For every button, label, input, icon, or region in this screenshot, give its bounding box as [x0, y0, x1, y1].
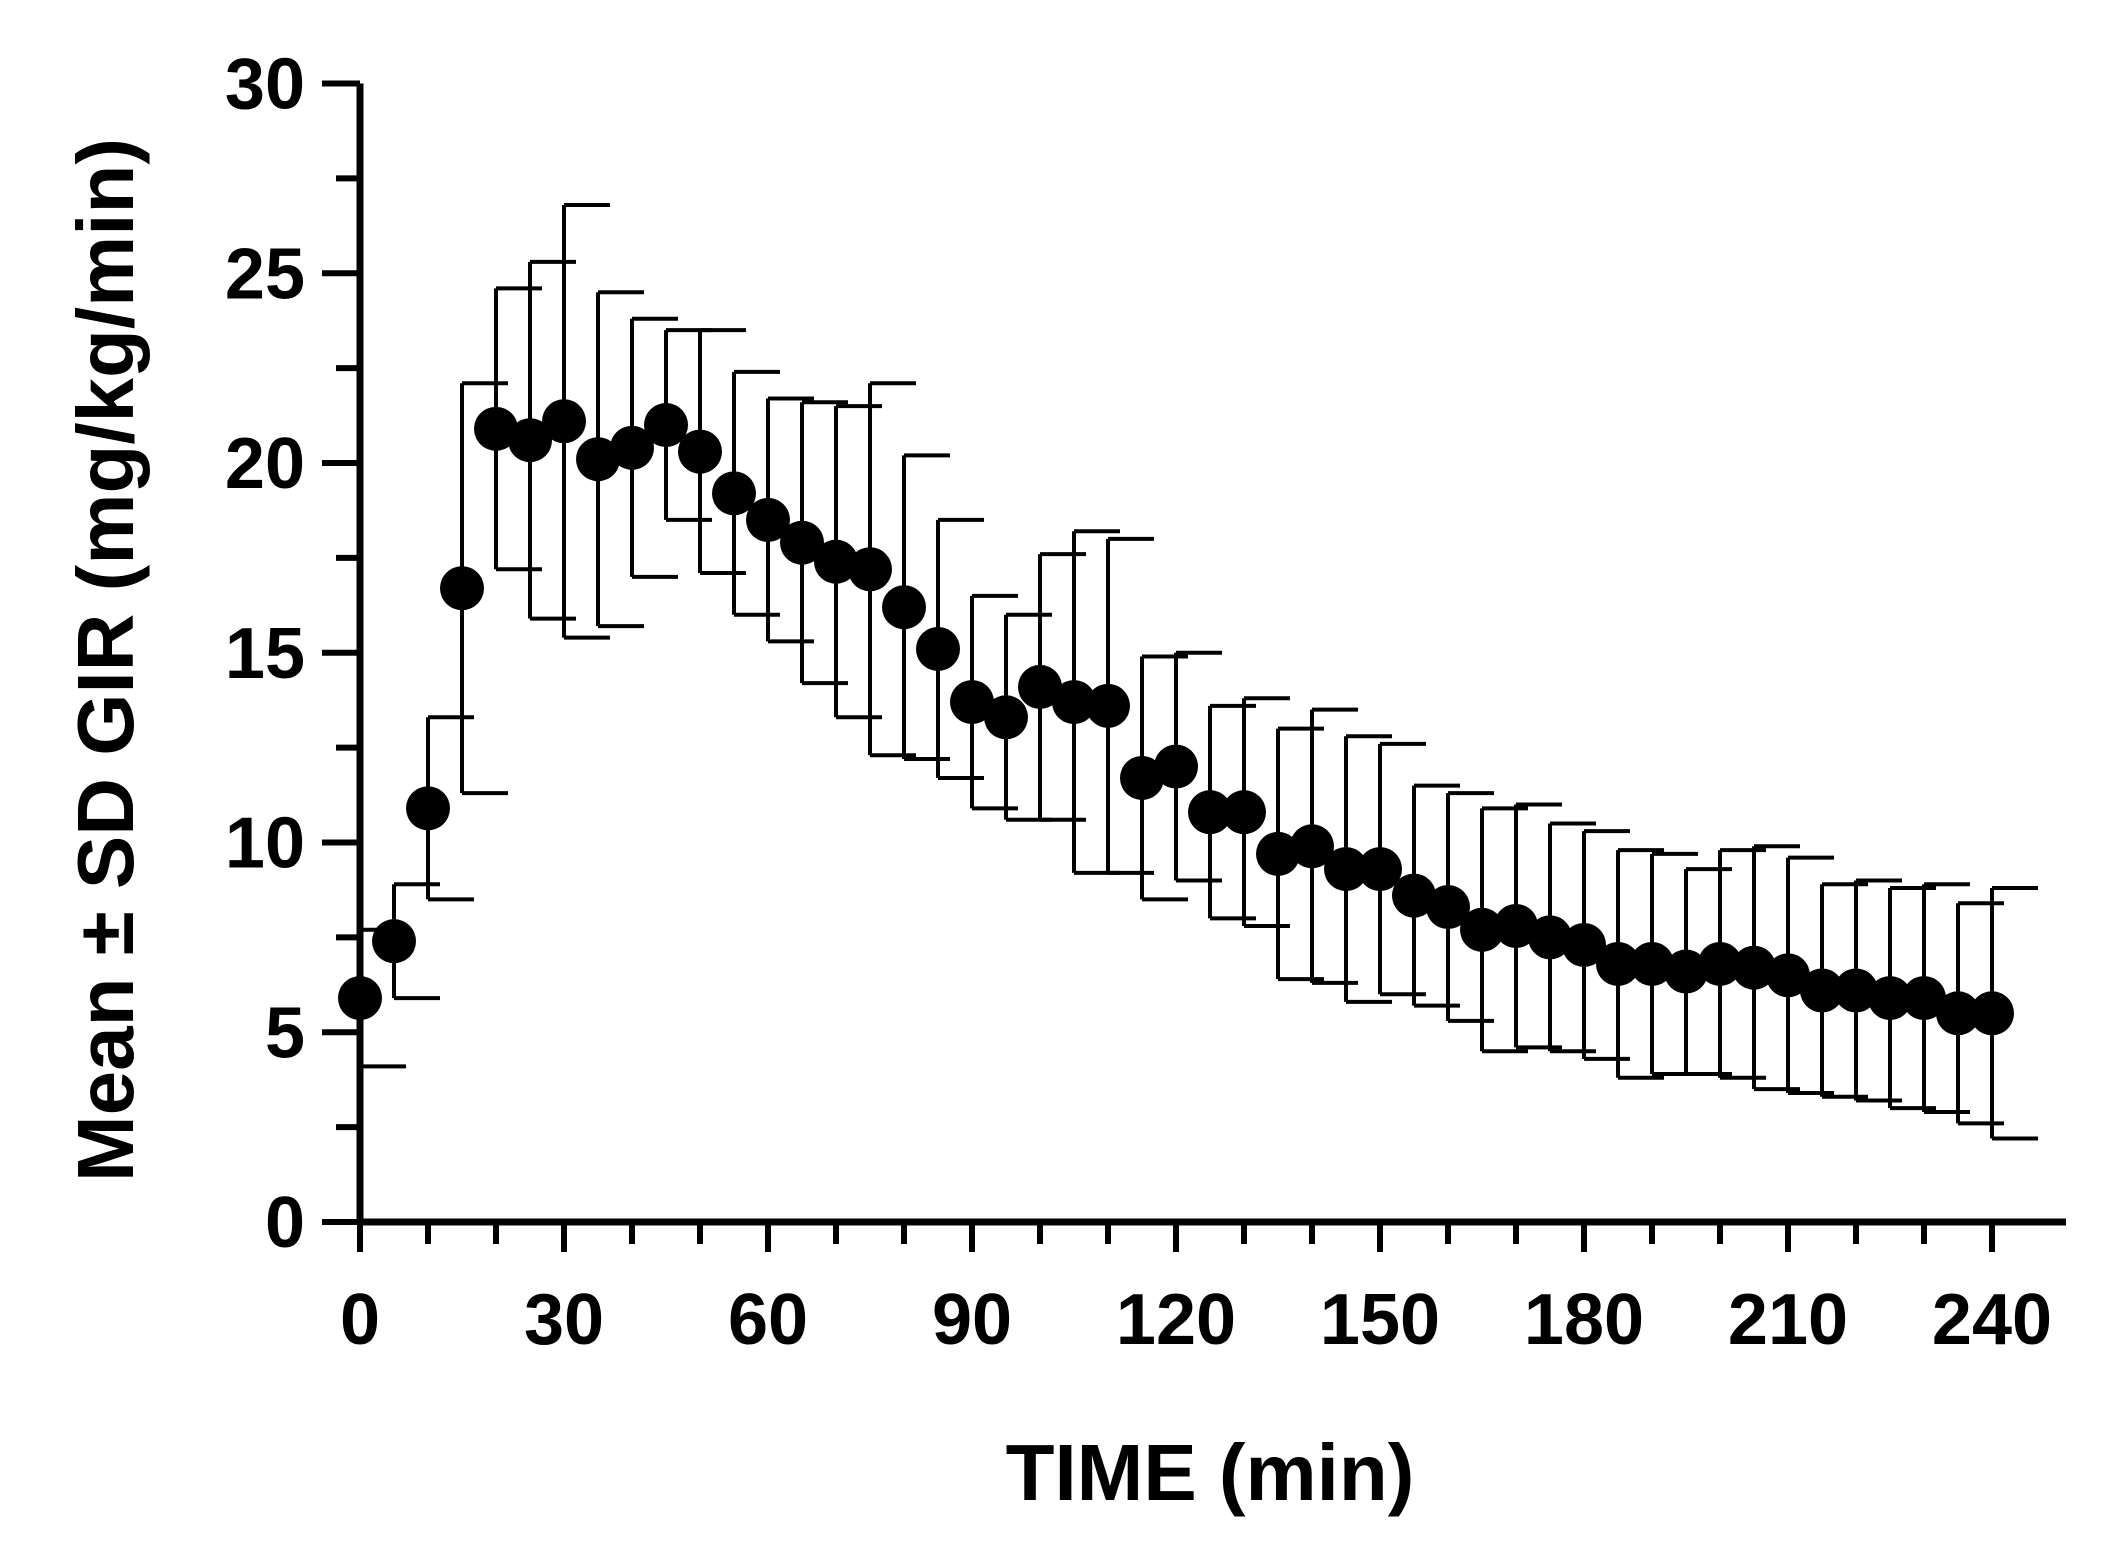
- data-point: [542, 399, 586, 444]
- data-point: [1766, 953, 1810, 998]
- data-point: [1970, 991, 2014, 1036]
- x-tick-label: 210: [1728, 1280, 1848, 1360]
- y-tick-label: 20: [225, 424, 305, 504]
- data-point: [814, 539, 858, 584]
- y-axis-title: Mean ± SD GIR (mg/kg/min): [61, 138, 150, 1182]
- data-point: [644, 403, 688, 448]
- data-point: [1562, 922, 1606, 967]
- data-point: [1052, 680, 1096, 725]
- data-point: [1664, 949, 1708, 994]
- x-tick-label: 150: [1320, 1280, 1440, 1360]
- x-tick-label: 0: [340, 1280, 380, 1360]
- data-point: [780, 520, 824, 565]
- data-point: [882, 585, 926, 630]
- data-point: [1800, 968, 1844, 1013]
- data-point: [1596, 941, 1640, 986]
- y-tick-label: 0: [265, 1183, 305, 1263]
- data-point: [1324, 847, 1368, 892]
- data-point: [610, 425, 654, 470]
- data-point: [1256, 831, 1300, 876]
- data-point: [372, 919, 416, 964]
- data-point: [1018, 664, 1062, 709]
- data-point: [1936, 991, 1980, 1036]
- data-point: [338, 976, 382, 1021]
- data-point: [1630, 941, 1674, 986]
- data-point: [848, 547, 892, 592]
- x-axis-ticks: 0 30 60 90 120 150 180 210 240: [340, 1222, 2052, 1360]
- data-point: [1290, 824, 1334, 869]
- y-tick-label: 15: [225, 614, 305, 694]
- data-point: [440, 566, 484, 611]
- data-point: [916, 626, 960, 671]
- data-point: [406, 786, 450, 831]
- data-point: [1834, 968, 1878, 1013]
- data-point: [1494, 903, 1538, 948]
- x-tick-label: 120: [1116, 1280, 1236, 1360]
- data-point: [1732, 945, 1776, 990]
- data-point: [1358, 847, 1402, 892]
- y-tick-label: 5: [265, 993, 305, 1073]
- data-point: [1868, 976, 1912, 1021]
- data-point: [1120, 755, 1164, 800]
- x-tick-label: 240: [1932, 1280, 2052, 1360]
- y-tick-label: 30: [225, 45, 305, 125]
- data-point: [950, 680, 994, 725]
- y-tick-label: 10: [225, 804, 305, 884]
- data-point: [984, 695, 1028, 740]
- data-point: [474, 406, 518, 451]
- data-point: [1528, 915, 1572, 960]
- y-axis-ticks: 0 5 10 15 20 25 30: [225, 45, 360, 1263]
- data-point: [1154, 744, 1198, 789]
- data-point: [1460, 907, 1504, 952]
- error-bars: [358, 202, 2038, 1141]
- data-point: [1698, 941, 1742, 986]
- data-point: [576, 437, 620, 482]
- data-point: [746, 497, 790, 542]
- data-point: [1392, 873, 1436, 918]
- data-point: [712, 471, 756, 516]
- data-points: [338, 399, 2014, 1036]
- x-tick-label: 60: [728, 1280, 808, 1360]
- data-point: [1222, 790, 1266, 835]
- x-tick-label: 30: [524, 1280, 604, 1360]
- data-point: [1086, 683, 1130, 728]
- data-point: [508, 418, 552, 463]
- data-point: [1188, 790, 1232, 835]
- x-tick-label: 90: [932, 1280, 1012, 1360]
- data-point: [1426, 885, 1470, 930]
- x-axis-title: TIME (min): [1006, 1428, 1415, 1517]
- data-point: [678, 429, 722, 474]
- y-tick-label: 25: [225, 234, 305, 314]
- data-point: [1902, 976, 1946, 1021]
- x-tick-label: 180: [1524, 1280, 1644, 1360]
